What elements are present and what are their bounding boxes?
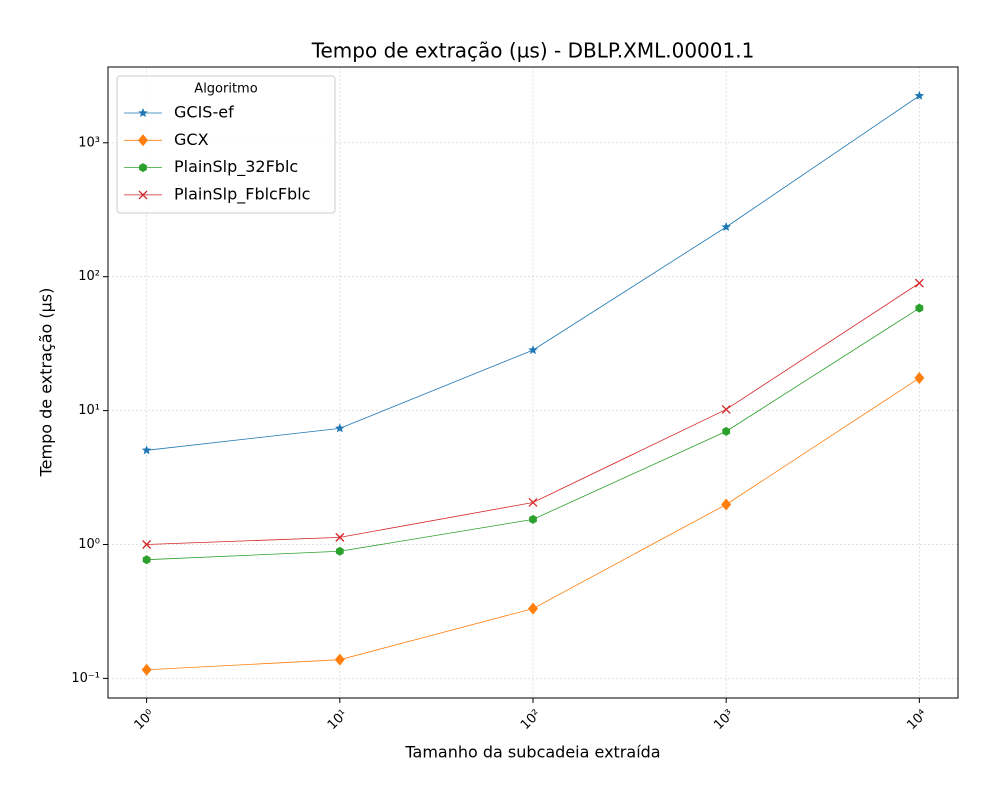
marker: [527, 602, 538, 615]
legend-box: [116, 75, 336, 214]
y-axis-label: Tempo de extração (µs): [37, 288, 56, 478]
marker: [528, 498, 538, 507]
chart-title: Tempo de extração (µs) - DBLP.XML.00001.…: [311, 39, 755, 63]
marker: [335, 423, 345, 433]
legend-label: PlainSlp_32Fblc: [174, 157, 298, 177]
marker: [722, 426, 731, 436]
plot-frame: [107, 66, 959, 699]
legend-title: Algoritmo: [194, 82, 257, 97]
marker: [914, 278, 924, 288]
marker: [915, 303, 924, 313]
y-tick-label: 10¹: [78, 403, 100, 418]
marker: [335, 546, 344, 556]
marker: [334, 653, 345, 666]
marker: [138, 134, 148, 147]
marker: [141, 663, 152, 676]
marker: [914, 372, 925, 385]
marker: [914, 90, 925, 100]
y-tick-label: 10⁰: [78, 537, 100, 552]
y-tick-label: 10²: [78, 269, 100, 284]
marker: [721, 222, 731, 232]
marker: [141, 445, 152, 455]
x-axis-label: Tamanho da subcadeia extraída: [404, 743, 660, 762]
marker: [142, 540, 152, 549]
legend-label: PlainSlp_FblcFblc: [174, 184, 310, 204]
marker: [529, 514, 537, 524]
marker: [138, 108, 148, 118]
legend-label: GCIS-ef: [174, 103, 234, 122]
marker: [721, 498, 732, 511]
marker: [142, 555, 151, 565]
marker: [138, 190, 148, 200]
y-tick-label: 10³: [78, 135, 100, 150]
marker: [528, 345, 538, 355]
marker: [335, 532, 345, 542]
marker: [139, 163, 147, 173]
legend-label: GCX: [174, 130, 209, 149]
marker: [721, 404, 731, 414]
y-tick-label: 10⁻¹: [71, 671, 100, 686]
